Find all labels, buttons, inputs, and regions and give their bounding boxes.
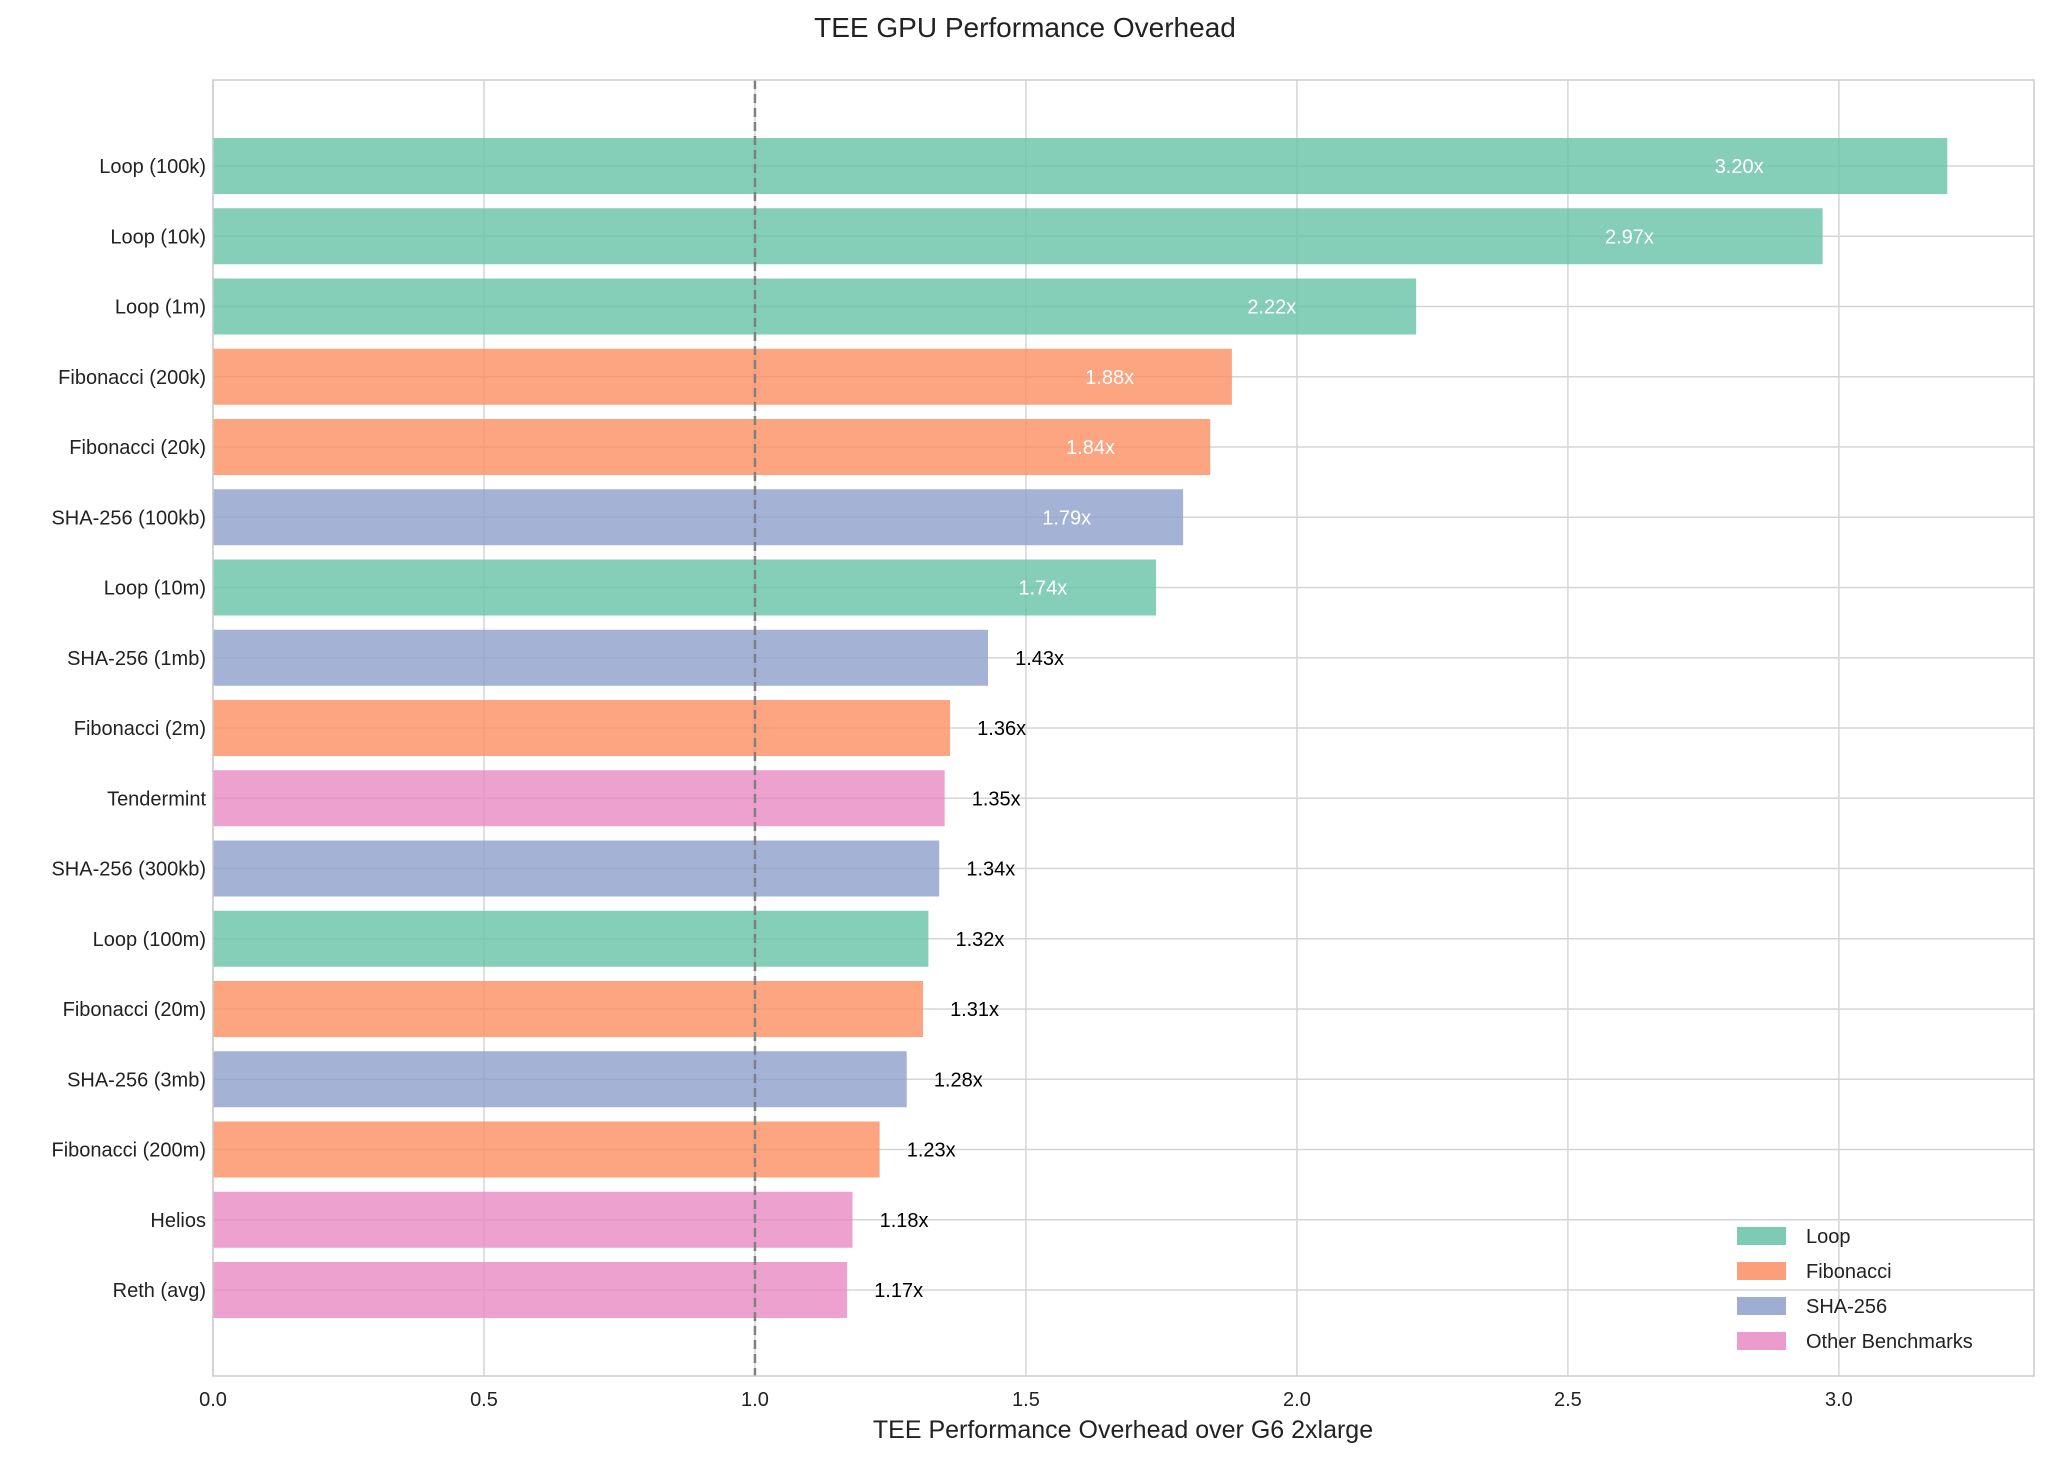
- data-label: 2.97x: [1605, 226, 1654, 248]
- x-tick-label: 2.5: [1554, 1389, 1582, 1411]
- x-tick-label: 0.5: [470, 1389, 498, 1411]
- data-label: 1.35x: [972, 788, 1021, 810]
- bar: [213, 770, 945, 827]
- y-tick-label: Fibonacci (200m): [51, 1140, 206, 1162]
- data-label: 3.20x: [1715, 156, 1764, 178]
- data-label: 1.17x: [874, 1280, 923, 1302]
- y-tick-label: Loop (10k): [110, 226, 206, 248]
- bar: [213, 700, 951, 756]
- x-tick-label: 1.0: [741, 1389, 769, 1411]
- bar: [213, 278, 1417, 335]
- bar: [213, 489, 1184, 546]
- bar: [213, 629, 989, 686]
- bar: [213, 1262, 848, 1318]
- legend-label: Fibonacci: [1806, 1261, 1892, 1283]
- bar: [213, 981, 923, 1037]
- bar: [213, 840, 940, 897]
- y-tick-label: Fibonacci (20k): [69, 437, 206, 459]
- y-tick-label: Fibonacci (2m): [74, 718, 206, 740]
- y-tick-label: SHA-256 (100kb): [51, 507, 206, 529]
- data-label: 1.84x: [1066, 437, 1115, 459]
- data-label: 1.23x: [907, 1140, 956, 1162]
- bar: [213, 1051, 907, 1108]
- legend: Loop Fibonacci SHA-256 Other Benchmarks: [1737, 1226, 1973, 1353]
- x-tick-label: 2.0: [1283, 1389, 1311, 1411]
- x-axis-label: TEE Performance Overhead over G6 2xlarge: [873, 1416, 1373, 1444]
- bar: [213, 910, 929, 967]
- data-label: 1.31x: [950, 999, 999, 1021]
- bar: [213, 1191, 853, 1248]
- data-label: 1.34x: [966, 859, 1015, 881]
- y-tick-label: Loop (10m): [104, 578, 206, 600]
- legend-label: Loop: [1806, 1226, 1851, 1248]
- bar: [213, 559, 1157, 616]
- y-tick-label: Tendermint: [107, 788, 206, 810]
- y-tick-label: Loop (1m): [115, 297, 206, 319]
- y-tick-label: SHA-256 (3mb): [67, 1069, 206, 1091]
- data-label: 1.36x: [977, 718, 1026, 740]
- bar: [213, 138, 1948, 194]
- y-tick-label: SHA-256 (1mb): [67, 648, 206, 670]
- legend-swatch: [1737, 1227, 1786, 1245]
- data-label: 1.32x: [955, 929, 1004, 951]
- y-tick-label: Reth (avg): [113, 1280, 206, 1302]
- bar: [213, 208, 1823, 265]
- plot-frame: [212, 79, 2035, 1377]
- data-label: 1.74x: [1018, 578, 1067, 600]
- legend-label: Other Benchmarks: [1806, 1331, 1973, 1353]
- data-label: 1.28x: [934, 1069, 983, 1091]
- data-label: 1.88x: [1085, 367, 1134, 389]
- x-tick-label: 0.0: [199, 1389, 227, 1411]
- legend-label: SHA-256: [1806, 1296, 1887, 1318]
- legend-swatch: [1737, 1332, 1786, 1350]
- bar: [213, 419, 1211, 475]
- y-tick-label: Loop (100k): [99, 156, 206, 178]
- data-label: 1.43x: [1015, 648, 1064, 670]
- data-label: 1.79x: [1042, 507, 1091, 529]
- bar: [213, 1121, 880, 1178]
- y-tick-label: Fibonacci (20m): [63, 999, 206, 1021]
- y-tick-label: Fibonacci (200k): [58, 367, 206, 389]
- data-label: 2.22x: [1247, 297, 1296, 319]
- chart-title: TEE GPU Performance Overhead: [814, 12, 1236, 43]
- x-tick-label: 1.5: [1012, 1389, 1040, 1411]
- y-tick-label: Helios: [150, 1210, 206, 1232]
- x-tick-label: 3.0: [1825, 1389, 1853, 1411]
- y-tick-label: SHA-256 (300kb): [51, 859, 206, 881]
- legend-swatch: [1737, 1262, 1786, 1280]
- data-label: 1.18x: [880, 1210, 929, 1232]
- y-tick-label: Loop (100m): [93, 929, 206, 951]
- bar: [213, 348, 1232, 405]
- legend-swatch: [1737, 1297, 1786, 1315]
